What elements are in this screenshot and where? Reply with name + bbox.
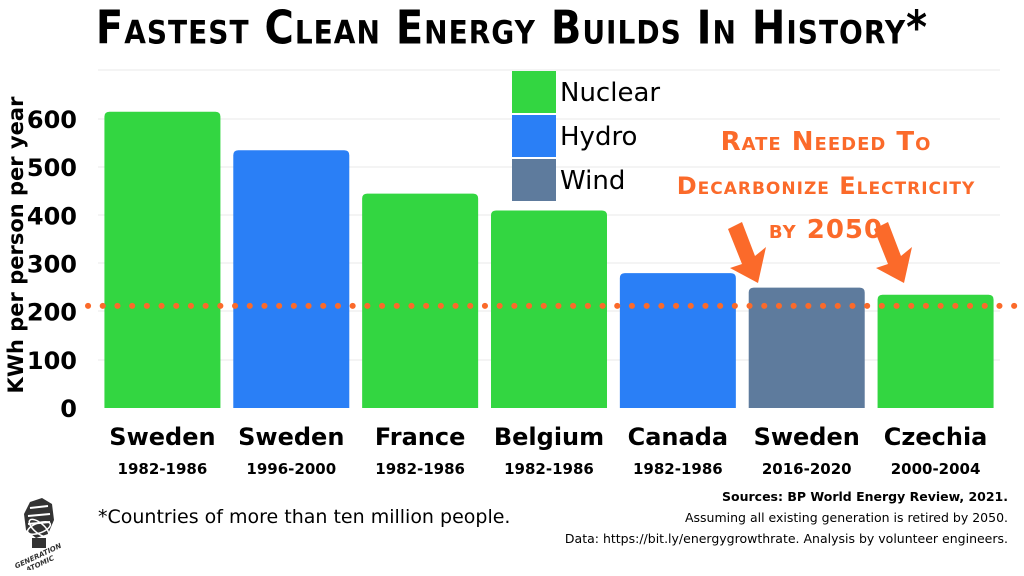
bar xyxy=(877,294,994,408)
x-category-label: France xyxy=(375,423,465,451)
x-period-label: 1982-1986 xyxy=(118,460,208,478)
x-period-label: 1982-1986 xyxy=(375,460,465,478)
x-period-label: 1982-1986 xyxy=(504,460,594,478)
bar xyxy=(233,150,350,408)
bar xyxy=(491,210,607,408)
footnote: *Countries of more than ten million peop… xyxy=(98,506,511,528)
source-line-1: Sources: BP World Energy Review, 2021. xyxy=(722,489,1008,504)
x-category-label: Sweden xyxy=(754,423,860,451)
legend-label: Wind xyxy=(560,166,625,196)
x-period-label: 1982-1986 xyxy=(633,460,723,478)
y-tick-label: 200 xyxy=(27,299,77,327)
bar xyxy=(619,273,736,408)
bar xyxy=(362,193,479,408)
x-category-label: Czechia xyxy=(884,423,988,451)
arrow-down-icon xyxy=(874,222,912,283)
legend-label: Nuclear xyxy=(560,78,660,108)
legend-label: Hydro xyxy=(560,122,637,152)
x-category-label: Sweden xyxy=(238,423,344,451)
legend-swatch xyxy=(512,115,556,157)
target-annotation-line: Decarbonize Electricity xyxy=(677,172,976,200)
bar xyxy=(104,111,221,409)
chart-title: Fastest Clean Energy Builds In History* xyxy=(95,2,929,55)
y-tick-label: 0 xyxy=(60,395,77,423)
y-tick-label: 100 xyxy=(27,347,77,375)
legend-swatch xyxy=(512,71,556,113)
bar-chart: Nuclear Hydro Wind Rate Needed To Decarboni… xyxy=(4,69,1019,478)
x-period-label: 1996-2000 xyxy=(246,460,336,478)
source-line-3: Data: https://bit.ly/energygrowthrate. A… xyxy=(564,531,1008,546)
target-annotation-line: by 2050 xyxy=(769,215,883,245)
legend: Nuclear Hydro Wind xyxy=(512,71,660,201)
x-period-label: 2016-2020 xyxy=(762,460,852,478)
x-category-label: Sweden xyxy=(109,423,215,451)
generation-atomic-logo: GENERATION ATOMIC xyxy=(14,498,63,570)
y-axis-label: KWh per person per year xyxy=(4,96,28,394)
y-tick-label: 300 xyxy=(27,251,77,279)
target-annotation: Rate Needed To Decarbonize Electricity by … xyxy=(677,127,976,283)
y-tick-label: 400 xyxy=(27,202,77,230)
y-tick-label: 500 xyxy=(27,154,77,182)
fist-icon xyxy=(24,498,54,548)
y-tick-label: 600 xyxy=(27,106,77,134)
legend-swatch xyxy=(512,159,556,201)
arrow-down-icon xyxy=(728,222,766,283)
x-category-label: Canada xyxy=(628,423,728,451)
x-category-label: Belgium xyxy=(494,423,604,451)
source-line-2: Assuming all existing generation is reti… xyxy=(684,510,1008,525)
target-annotation-line: Rate Needed To xyxy=(721,127,932,157)
x-period-label: 2000-2004 xyxy=(891,460,981,478)
bar xyxy=(748,287,865,408)
